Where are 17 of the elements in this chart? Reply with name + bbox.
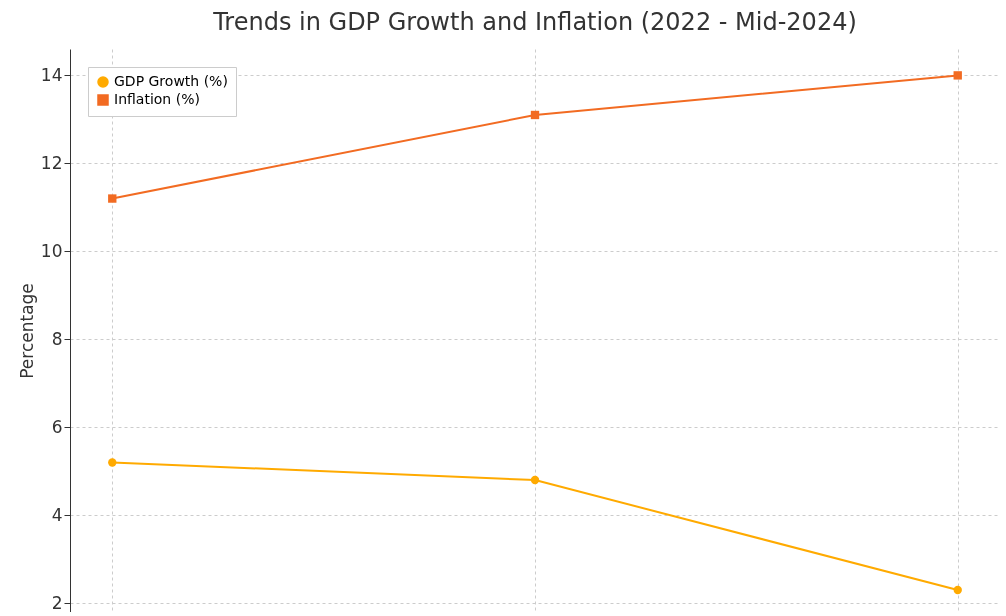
point: [108, 458, 117, 467]
legend-label: GDP Growth (%): [114, 73, 228, 89]
point: [530, 110, 540, 120]
y-tick-label: 14: [40, 64, 63, 85]
y-tick-label: 4: [51, 504, 63, 525]
y-tick-label: 12: [40, 152, 63, 173]
y-tick-label: 8: [51, 328, 63, 349]
y-axis-title: Percentage: [16, 283, 37, 379]
y-tick-label: 2: [51, 592, 63, 613]
chart-title: Trends in GDP Growth and Inflation (2022 - Mid-2024): [212, 8, 857, 36]
point: [953, 585, 962, 595]
y-tick-label: 6: [51, 416, 63, 437]
y-tick-label: 10: [40, 240, 63, 261]
point: [108, 194, 117, 203]
legend-label: Inflation (%): [114, 91, 200, 107]
point: [530, 475, 540, 485]
point: [953, 71, 962, 80]
